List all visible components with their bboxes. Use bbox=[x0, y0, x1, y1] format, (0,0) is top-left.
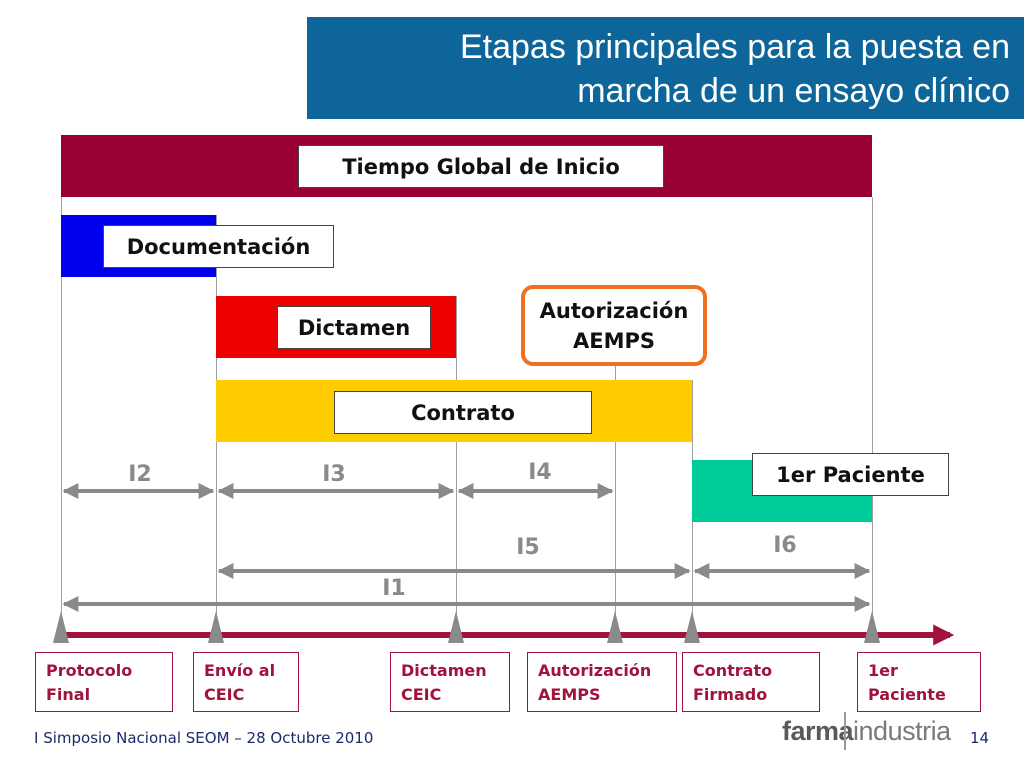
dictamen-label: Dictamen bbox=[277, 306, 431, 349]
interval-label-i6: I6 bbox=[773, 533, 797, 558]
contrato-label: Contrato bbox=[334, 391, 592, 434]
footer-event: I Simposio Nacional SEOM – 28 Octubre 20… bbox=[34, 729, 374, 747]
milestone-line-1: Autorización bbox=[538, 661, 652, 680]
milestone-line-1: Dictamen bbox=[401, 661, 487, 680]
milestone-contrato-firmado: Contrato Firmado bbox=[682, 652, 820, 712]
title-line-2: marcha de un ensayo clínico bbox=[577, 72, 1010, 110]
guide-line-protocolo bbox=[61, 197, 62, 627]
milestone-line-2: Firmado bbox=[693, 685, 768, 704]
milestone-marker-protocolo bbox=[53, 611, 69, 643]
milestone-line-1: 1er bbox=[868, 661, 898, 680]
interval-label-i4: I4 bbox=[528, 460, 552, 485]
guide-line-paciente bbox=[872, 197, 873, 627]
milestone-line-2: Final bbox=[46, 685, 91, 704]
title-line-1: Etapas principales para la puesta en bbox=[459, 28, 1010, 66]
milestone-protocolo-final: Protocolo Final bbox=[35, 652, 173, 712]
interval-label-i2: I2 bbox=[128, 462, 152, 487]
milestone-line-2: CEIC bbox=[401, 685, 442, 704]
global-label: Tiempo Global de Inicio bbox=[298, 145, 664, 188]
guide-line-dictamen bbox=[456, 296, 457, 627]
milestone-autorizacion-aemps: Autorización AEMPS bbox=[527, 652, 677, 712]
milestone-line-2: Paciente bbox=[868, 685, 946, 704]
farmaindustria-logo: farmaindustria bbox=[782, 716, 951, 747]
interval-label-i3: I3 bbox=[322, 462, 346, 487]
autorizacion-line-1: Autorización bbox=[539, 298, 689, 323]
title-banner: Etapas principales para la puesta en mar… bbox=[307, 17, 1024, 119]
guide-line-autorizacion bbox=[615, 360, 616, 627]
paciente-label: 1er Paciente bbox=[752, 453, 949, 496]
milestone-envio-ceic: Envío al CEIC bbox=[193, 652, 299, 712]
milestone-line-2: AEMPS bbox=[538, 685, 601, 704]
milestone-line-1: Contrato bbox=[693, 661, 773, 680]
milestone-marker-envio bbox=[208, 611, 224, 643]
milestone-line-2: CEIC bbox=[204, 685, 245, 704]
milestone-marker-dictamen bbox=[448, 611, 464, 643]
milestone-line-1: Envío al bbox=[204, 661, 276, 680]
autorizacion-box: Autorización AEMPS bbox=[521, 285, 707, 366]
milestone-line-1: Protocolo bbox=[46, 661, 133, 680]
brand-rest: industria bbox=[853, 716, 951, 746]
milestone-marker-contrato bbox=[684, 611, 700, 643]
brand-bold: farma bbox=[782, 716, 854, 746]
milestone-dictamen-ceic: Dictamen CEIC bbox=[390, 652, 510, 712]
autorizacion-line-2: AEMPS bbox=[572, 328, 655, 353]
milestone-marker-autorizacion bbox=[607, 611, 623, 643]
milestone-marker-paciente bbox=[864, 611, 880, 643]
milestone-1er-paciente: 1er Paciente bbox=[857, 652, 981, 712]
documentacion-label: Documentación bbox=[103, 225, 334, 268]
logo-divider bbox=[844, 712, 846, 750]
interval-label-i1: I1 bbox=[382, 576, 406, 601]
interval-label-i5: I5 bbox=[516, 535, 540, 560]
page-number: 14 bbox=[970, 729, 990, 747]
